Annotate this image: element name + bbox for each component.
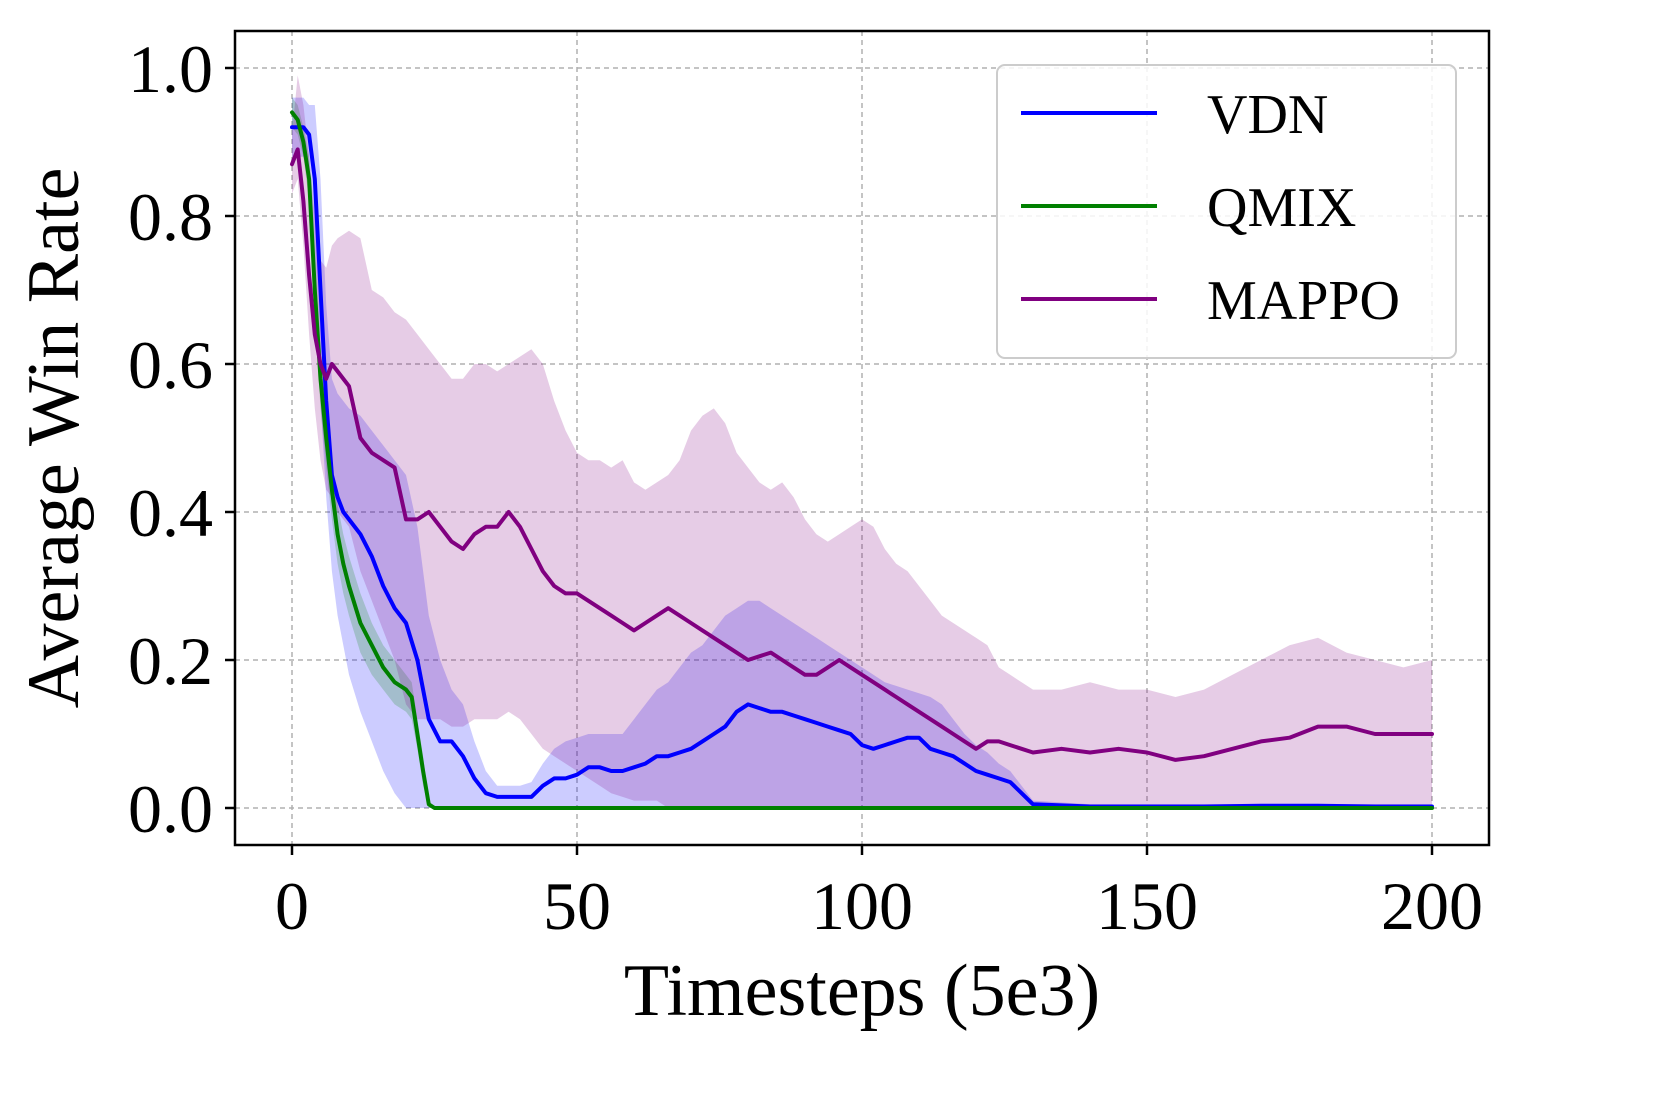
legend-label-vdn: VDN — [1207, 84, 1328, 146]
x-axis-ticks: 0 50 100 150 200 — [275, 845, 1483, 944]
y-axis-ticks: 0.0 0.2 0.4 0.6 0.8 1.0 — [128, 31, 235, 847]
legend: VDN QMIX MAPPO — [996, 64, 1457, 359]
y-tick-label: 0.8 — [128, 179, 213, 255]
confidence-bands — [292, 75, 1432, 809]
series-lines — [290, 110, 1434, 810]
x-tick-label: 0 — [275, 868, 309, 944]
y-tick-label: 0.0 — [128, 771, 213, 847]
mappo-line — [290, 147, 1434, 762]
x-tick-label: 150 — [1096, 868, 1198, 944]
x-tick-label: 200 — [1381, 868, 1483, 944]
y-tick-label: 0.2 — [128, 623, 213, 699]
mappo-confidence-band — [292, 75, 1432, 808]
x-axis-title: Timesteps (5e3) — [624, 950, 1100, 1032]
vdn-line — [290, 125, 1434, 809]
y-tick-label: 0.4 — [128, 475, 213, 551]
vdn-confidence-band — [292, 97, 1432, 809]
legend-box — [996, 64, 1457, 359]
x-tick-label: 50 — [543, 868, 611, 944]
y-tick-label: 0.6 — [128, 327, 213, 403]
y-tick-label: 1.0 — [128, 31, 213, 107]
legend-label-qmix: QMIX — [1207, 177, 1356, 239]
x-tick-label: 100 — [811, 868, 913, 944]
y-axis-title: Average Win Rate — [13, 168, 95, 709]
legend-label-mappo: MAPPO — [1207, 270, 1400, 332]
